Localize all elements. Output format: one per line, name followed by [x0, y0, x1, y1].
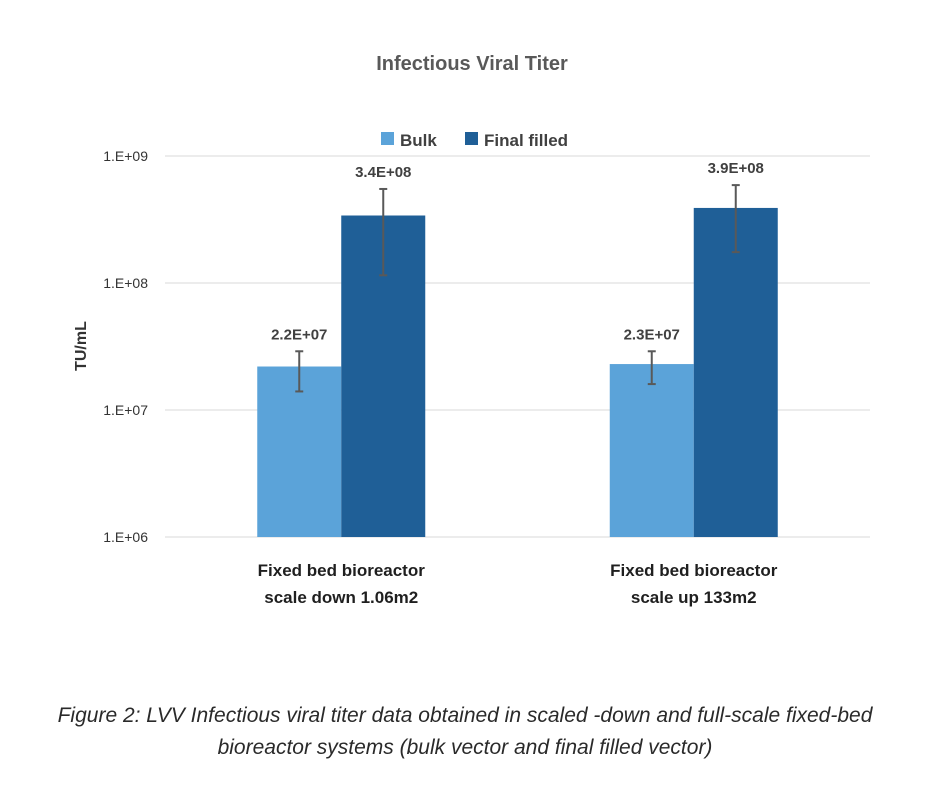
- legend-label-final-filled: Final filled: [484, 131, 568, 150]
- data-label: 2.2E+07: [271, 326, 327, 343]
- y-axis-label: TU/mL: [73, 321, 90, 371]
- data-label: 3.9E+08: [708, 160, 764, 177]
- data-label: 2.3E+07: [624, 326, 680, 343]
- category-label: scale up 133m2: [631, 588, 757, 607]
- bar-final-filled: [693, 207, 778, 537]
- caption-line-1: Figure 2: LVV Infectious viral titer dat…: [57, 704, 873, 727]
- y-tick-label: 1.E+07: [103, 402, 148, 418]
- data-label: 3.4E+08: [355, 164, 411, 181]
- bar-bulk: [609, 364, 694, 537]
- y-tick-label: 1.E+08: [103, 275, 148, 291]
- legend-label-bulk: Bulk: [400, 131, 437, 150]
- category-label: Fixed bed bioreactor: [258, 561, 426, 580]
- category-labels: Fixed bed bioreactor scale down 1.06m2 Fix…: [258, 561, 778, 607]
- legend-swatch-final-filled: [465, 132, 478, 145]
- y-tick-label: 1.E+09: [103, 148, 148, 164]
- bars: [257, 207, 778, 537]
- category-label: scale down 1.06m2: [264, 588, 418, 607]
- y-tick-labels: 1.E+06 1.E+07 1.E+08 1.E+09: [103, 148, 148, 545]
- category-label: Fixed bed bioreactor: [610, 561, 778, 580]
- y-tick-label: 1.E+06: [103, 529, 148, 545]
- error-bars: [295, 184, 740, 393]
- chart-title: Infectious Viral Titer: [376, 53, 568, 75]
- legend: Bulk Final filled: [381, 131, 568, 150]
- bar-bulk: [257, 366, 342, 537]
- legend-swatch-bulk: [381, 132, 394, 145]
- figure-caption: Figure 2: LVV Infectious viral titer dat…: [0, 700, 930, 764]
- data-labels: 2.2E+07 3.4E+08 2.3E+07 3.9E+08: [271, 160, 764, 343]
- caption-line-2: bioreactor systems (bulk vector and fina…: [217, 736, 713, 759]
- chart: Infectious Viral Titer Bulk Final filled…: [73, 53, 870, 607]
